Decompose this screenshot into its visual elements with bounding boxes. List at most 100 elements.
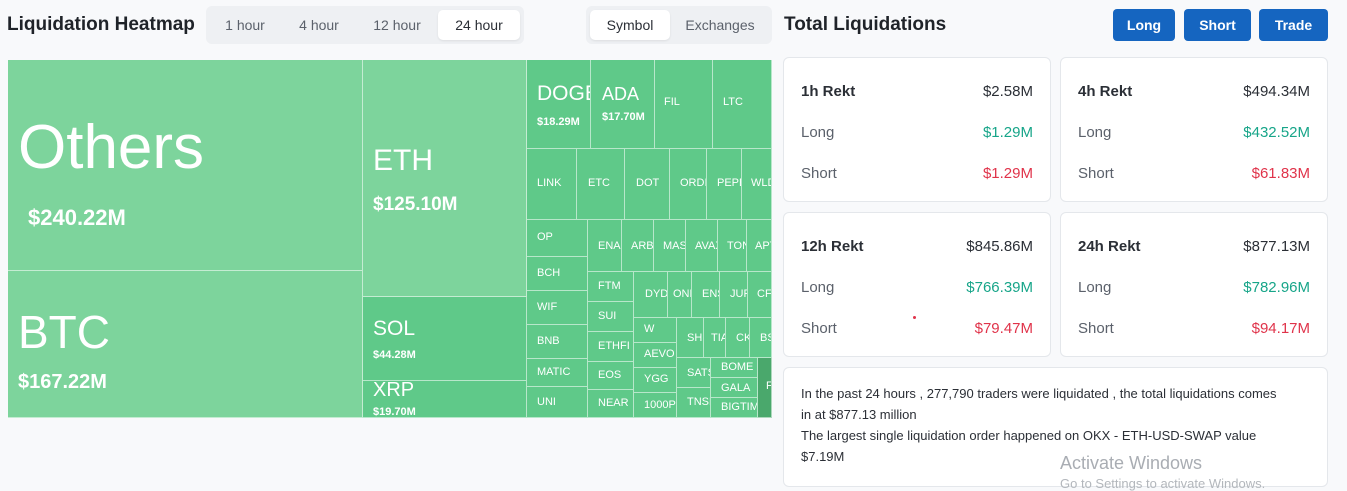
tile-op[interactable]: OP [527,220,588,257]
tile-label: ADA [602,84,640,104]
long-value: $1.29M [982,124,1033,141]
tile-dydx[interactable]: DYDX [634,272,668,318]
rekt-card-24h: 24h Rekt $877.13M Long $782.96M Short $9… [1060,212,1328,357]
tile-sats[interactable]: SATS [677,358,711,388]
tile-1000pepe[interactable]: 1000PEPE [634,393,677,418]
card-label: 24h Rekt [1078,238,1141,255]
tile-near[interactable]: NEAR [588,390,634,418]
liquidation-treemap: Others $240.22M BTC $167.22M ETH $125.10… [8,60,772,418]
tile-label: SHIB [687,332,703,344]
card-label: 12h Rekt [801,238,864,255]
tile-uni[interactable]: UNI [527,387,588,418]
tile-label: Others [18,113,205,182]
tile-bnb[interactable]: BNB [527,325,588,359]
tile-ens[interactable]: ENS [692,272,720,318]
tile-ygg[interactable]: YGG [634,368,677,393]
tile-tnsr[interactable]: TNSR [677,388,711,418]
tile-label: ETH [373,144,433,177]
tile-dot[interactable]: DOT [625,149,670,220]
tile-xrp[interactable]: XRP $19.70M [363,381,527,418]
tile-label: F [766,380,771,392]
short-label: Short [1078,165,1114,182]
tile-label: TIA [711,332,725,344]
tab-4-hour[interactable]: 4 hour [299,17,339,33]
tile-label: MASK [663,240,685,252]
tile-aevo[interactable]: AEVO [634,343,677,368]
tile-ada[interactable]: ADA $17.70M [591,60,655,149]
tile-ltc[interactable]: LTC [713,60,772,149]
tile-label: NEAR [598,397,629,409]
short-value: $1.29M [982,165,1033,182]
tile-bch[interactable]: BCH [527,257,588,291]
tile-wld[interactable]: WLD [742,149,772,220]
tile-ethfi[interactable]: ETHFI [588,332,634,362]
tile-label: TNSR [687,396,710,408]
tile-label: LINK [537,177,562,189]
tile-bigtime[interactable]: BIGTIME [711,398,758,418]
tab-symbol[interactable]: Symbol [590,10,670,40]
tile-label: SUI [598,310,617,322]
tab-12-hour[interactable]: 12 hour [373,17,421,33]
tile-sol[interactable]: SOL $44.28M [363,297,527,381]
tile-avax[interactable]: AVAX [686,220,718,272]
tile-sui[interactable]: SUI [588,302,634,332]
tab-1-hour[interactable]: 1 hour [225,17,265,33]
tile-mask[interactable]: MASK [654,220,686,272]
tile-eos[interactable]: EOS [588,362,634,390]
long-value: $432.52M [1243,124,1310,141]
card-total: $2.58M [982,83,1033,100]
tile-apt[interactable]: APT [747,220,772,272]
tile-fil[interactable]: FIL [655,60,713,149]
tile-label: SATS [687,367,710,379]
tile-label: CKB [736,332,749,344]
tile-value: $44.28M [373,349,416,361]
tile-tia[interactable]: TIA [704,318,726,358]
tab-exchanges[interactable]: Exchanges [685,17,755,33]
trade-button[interactable]: Trade [1259,9,1328,41]
tile-value: $17.70M [602,111,645,123]
tile-ondo[interactable]: ONDO [668,272,692,318]
view-tabs: Symbol Exchanges [586,6,772,44]
tile-doge[interactable]: DOGE $18.29M [527,60,591,149]
tile-label: YGG [644,373,669,385]
activate-windows-watermark: Activate Windows [1060,453,1203,473]
tile-wif[interactable]: WIF [527,291,588,325]
short-value: $79.47M [974,320,1033,337]
tile-matic[interactable]: MATIC [527,359,588,387]
tile-btc[interactable]: BTC $167.22M [8,271,363,418]
tile-gala[interactable]: GALA [711,378,758,398]
card-total: $494.34M [1243,83,1310,100]
long-button[interactable]: Long [1113,9,1175,41]
long-label: Long [801,279,835,296]
tile-ordi[interactable]: ORDI [670,149,707,220]
tile-label: TON [727,240,746,252]
tile-bsv[interactable]: BSV [750,318,772,358]
tile-pepe[interactable]: PEPE [707,149,742,220]
tile-f[interactable]: F [758,358,772,418]
tile-ena[interactable]: ENA [588,220,622,272]
heatmap-title: Liquidation Heatmap [7,14,195,35]
tile-shib[interactable]: SHIB [677,318,704,358]
tile-label: EOS [598,369,622,381]
tile-bome[interactable]: BOME [711,358,758,378]
tile-link[interactable]: LINK [527,149,577,220]
short-button[interactable]: Short [1184,9,1251,41]
tile-label: WLD [751,177,771,189]
tile-cfx[interactable]: CFX [748,272,772,318]
tile-arb[interactable]: ARB [622,220,654,272]
tile-label: OP [537,231,553,243]
tile-eth[interactable]: ETH $125.10M [363,60,527,297]
tile-jup[interactable]: JUP [720,272,748,318]
tab-24-hour[interactable]: 24 hour [438,10,520,40]
tile-label: W [644,323,655,335]
tile-ftm[interactable]: FTM [588,272,634,302]
short-label: Short [1078,320,1114,337]
tile-label: ONDO [673,288,691,300]
tile-ton[interactable]: TON [718,220,747,272]
rekt-card-4h: 4h Rekt $494.34M Long $432.52M Short $61… [1060,57,1328,202]
tile-w[interactable]: W [634,318,677,343]
tile-others[interactable]: Others $240.22M [8,60,363,271]
tile-ckb[interactable]: CKB [726,318,750,358]
tile-label: AVAX [695,240,717,252]
tile-etc[interactable]: ETC [577,149,625,220]
